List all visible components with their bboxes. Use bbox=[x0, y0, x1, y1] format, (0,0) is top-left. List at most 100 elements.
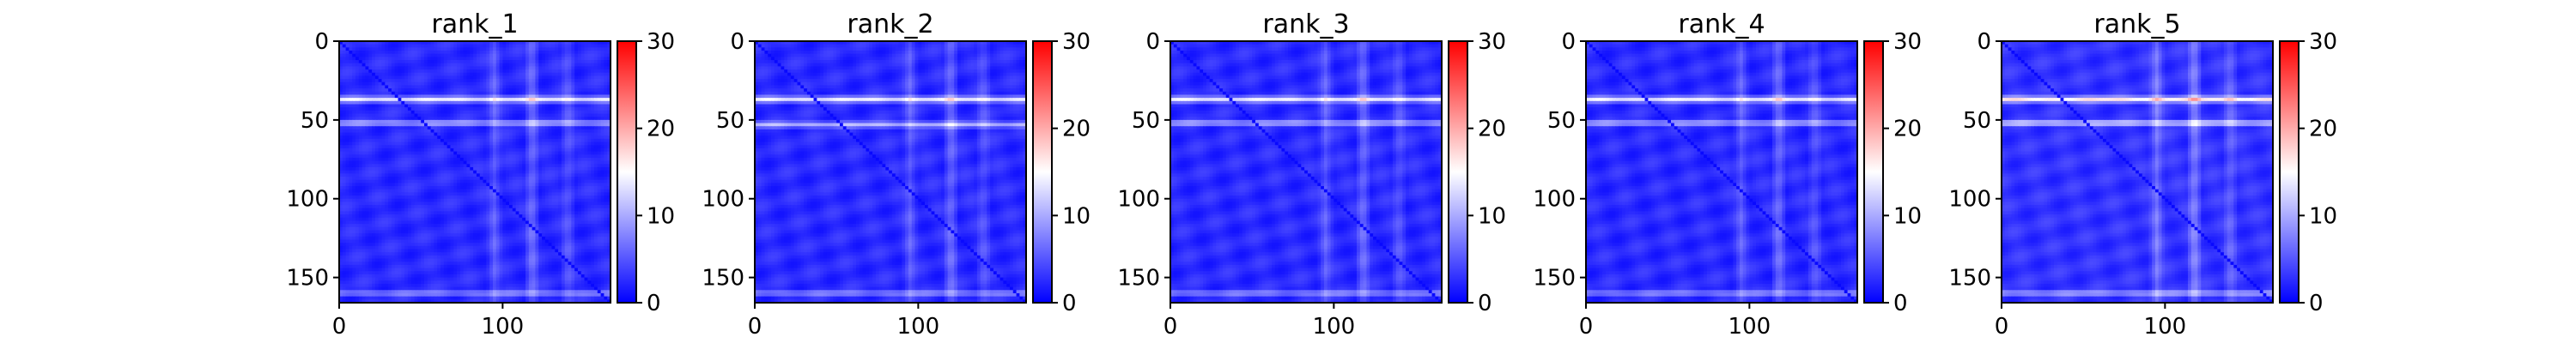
heatmap-cell bbox=[365, 92, 368, 95]
heatmap-cell bbox=[450, 126, 453, 129]
heatmap-cell bbox=[372, 57, 375, 60]
heatmap-cell bbox=[585, 117, 588, 120]
heatmap-cell bbox=[428, 123, 431, 127]
heatmap-cell bbox=[477, 94, 480, 98]
heatmap-cell bbox=[343, 60, 346, 63]
heatmap-cell bbox=[496, 152, 500, 155]
heatmap-cell bbox=[362, 85, 366, 88]
heatmap-cell bbox=[470, 45, 473, 48]
heatmap-cell bbox=[398, 75, 402, 79]
heatmap-cell bbox=[591, 196, 594, 199]
heatmap-cell bbox=[365, 85, 368, 88]
heatmap-cell bbox=[587, 88, 591, 92]
heatmap-cell bbox=[385, 230, 388, 233]
heatmap-cell bbox=[513, 192, 516, 196]
heatmap-cell bbox=[538, 148, 542, 152]
heatmap-cell bbox=[522, 205, 526, 208]
heatmap-cell bbox=[568, 135, 572, 139]
heatmap-cell bbox=[483, 123, 487, 127]
heatmap-cell bbox=[473, 183, 477, 186]
heatmap-cell bbox=[574, 51, 578, 54]
heatmap-cell bbox=[434, 133, 437, 136]
heatmap-cell bbox=[477, 139, 480, 142]
heatmap-cell bbox=[545, 224, 549, 227]
heatmap-cell bbox=[562, 161, 565, 165]
heatmap-cell bbox=[464, 107, 467, 111]
heatmap-cell bbox=[562, 220, 565, 224]
heatmap-cell bbox=[447, 123, 451, 127]
heatmap-cell bbox=[516, 117, 519, 120]
heatmap-cell bbox=[519, 88, 522, 92]
heatmap-cell bbox=[477, 218, 480, 221]
heatmap-cell bbox=[408, 220, 411, 224]
heatmap-cell bbox=[352, 123, 355, 127]
heatmap-cell bbox=[359, 192, 362, 196]
heatmap-cell bbox=[571, 133, 574, 136]
heatmap-cell bbox=[440, 73, 444, 76]
heatmap-cell bbox=[444, 145, 447, 148]
heatmap-cell bbox=[444, 180, 447, 184]
heatmap-cell bbox=[578, 129, 581, 133]
heatmap-cell bbox=[368, 139, 372, 142]
heatmap-cell bbox=[398, 104, 402, 107]
heatmap-cell bbox=[522, 171, 526, 174]
heatmap-cell bbox=[434, 192, 437, 196]
heatmap-cell bbox=[408, 180, 411, 184]
heatmap-cell bbox=[457, 101, 460, 105]
heatmap-cell bbox=[352, 164, 355, 167]
heatmap-cell bbox=[581, 208, 585, 212]
heatmap-cell bbox=[431, 63, 434, 67]
heatmap-cell bbox=[404, 98, 408, 101]
heatmap-cell bbox=[529, 54, 532, 57]
heatmap-cell bbox=[594, 161, 598, 165]
heatmap-cell bbox=[346, 104, 349, 107]
heatmap-cell bbox=[565, 79, 568, 82]
heatmap-cell bbox=[444, 158, 447, 161]
heatmap-cell bbox=[379, 66, 382, 69]
heatmap-cell bbox=[421, 94, 424, 98]
heatmap-cell bbox=[549, 148, 552, 152]
heatmap-cell bbox=[375, 82, 379, 86]
heatmap-cell bbox=[477, 186, 480, 190]
heatmap-cell bbox=[486, 152, 489, 155]
heatmap-cell bbox=[598, 142, 601, 146]
heatmap-cell bbox=[411, 129, 415, 133]
heatmap-cell bbox=[349, 139, 352, 142]
heatmap-cell bbox=[604, 82, 607, 86]
heatmap-cell bbox=[453, 104, 457, 107]
heatmap-cell bbox=[551, 171, 555, 174]
heatmap-cell bbox=[431, 104, 434, 107]
heatmap-cell bbox=[594, 45, 598, 48]
heatmap-cell bbox=[343, 186, 346, 190]
heatmap-cell bbox=[404, 148, 408, 152]
heatmap-cell bbox=[411, 164, 415, 167]
heatmap-cell bbox=[424, 51, 428, 54]
heatmap-cell bbox=[594, 177, 598, 180]
heatmap-cell bbox=[502, 177, 506, 180]
heatmap-cell bbox=[496, 126, 500, 129]
heatmap-cell bbox=[578, 51, 581, 54]
heatmap-cell bbox=[398, 82, 402, 86]
heatmap-cell bbox=[434, 101, 437, 105]
heatmap-cell bbox=[549, 196, 552, 199]
heatmap-cell bbox=[372, 196, 375, 199]
heatmap-cell bbox=[509, 126, 513, 129]
heatmap-cell bbox=[466, 186, 470, 190]
heatmap-cell bbox=[565, 218, 568, 221]
heatmap-cell bbox=[598, 54, 601, 57]
heatmap-cell bbox=[385, 66, 388, 69]
heatmap-cell bbox=[343, 101, 346, 105]
heatmap-cell bbox=[587, 173, 591, 177]
heatmap-cell bbox=[453, 205, 457, 208]
heatmap-cell bbox=[585, 177, 588, 180]
heatmap-cell bbox=[365, 104, 368, 107]
heatmap-cell bbox=[447, 104, 451, 107]
heatmap-cell bbox=[398, 177, 402, 180]
heatmap-cell bbox=[437, 158, 440, 161]
heatmap-cell bbox=[388, 54, 392, 57]
heatmap-cell bbox=[500, 186, 503, 190]
heatmap-cell bbox=[385, 94, 388, 98]
heatmap-cell bbox=[473, 154, 477, 158]
heatmap-cell bbox=[424, 45, 428, 48]
heatmap-cell bbox=[464, 220, 467, 224]
